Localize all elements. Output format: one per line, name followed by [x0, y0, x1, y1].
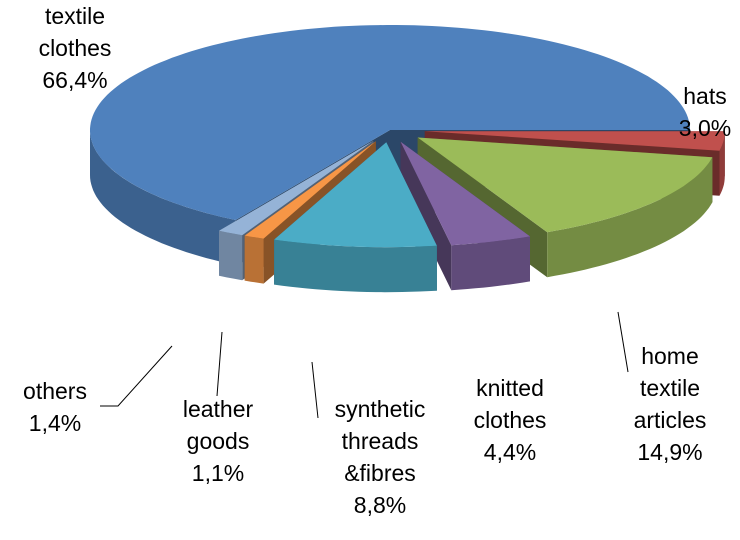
slice-label: others 1,4% [5, 375, 105, 439]
category-label: synthetic threads &fibres [334, 396, 426, 486]
slice-label: knitted clothes 4,4% [455, 372, 565, 468]
slice-rim [547, 157, 713, 278]
category-label: leather goods [182, 396, 254, 454]
slice-label: home textile articles 14,9% [620, 340, 720, 468]
slice [244, 141, 376, 239]
slice [274, 142, 437, 248]
leader-line [617, 311, 629, 373]
leader-lines [100, 311, 629, 419]
slice [90, 25, 690, 220]
category-label: knitted clothes [473, 375, 547, 433]
slice-rim [451, 236, 530, 291]
slice [424, 131, 725, 151]
value-label: 14,9% [637, 439, 703, 465]
slice-rim [719, 131, 725, 196]
slice-label: textile clothes 66,4% [20, 0, 130, 96]
leader-line [100, 345, 173, 407]
slice-rim [219, 230, 243, 281]
value-label: 1,1% [191, 460, 245, 486]
category-label: others [23, 378, 87, 404]
value-label: 4,4% [483, 439, 537, 465]
slice-rim [90, 130, 236, 265]
category-label: textile clothes [38, 3, 112, 61]
value-label: 8,8% [353, 492, 407, 518]
leader-line [311, 361, 319, 419]
slice [417, 137, 713, 233]
value-label: 3,0% [678, 115, 732, 141]
category-label: home textile articles [633, 343, 707, 433]
slice [219, 140, 374, 236]
slice-label: leather goods 1,1% [165, 393, 271, 489]
slice [400, 141, 530, 246]
leader-line [216, 331, 223, 397]
slice-rim [274, 239, 437, 293]
value-label: 66,4% [42, 67, 108, 93]
value-label: 1,4% [28, 410, 82, 436]
slices [90, 25, 725, 293]
slice-side [400, 141, 452, 291]
category-label: hats [683, 83, 727, 109]
slice-label: hats 3,0% [665, 80, 740, 144]
slice-rim [244, 235, 264, 284]
slice-label: synthetic threads &fibres 8,8% [318, 393, 442, 521]
